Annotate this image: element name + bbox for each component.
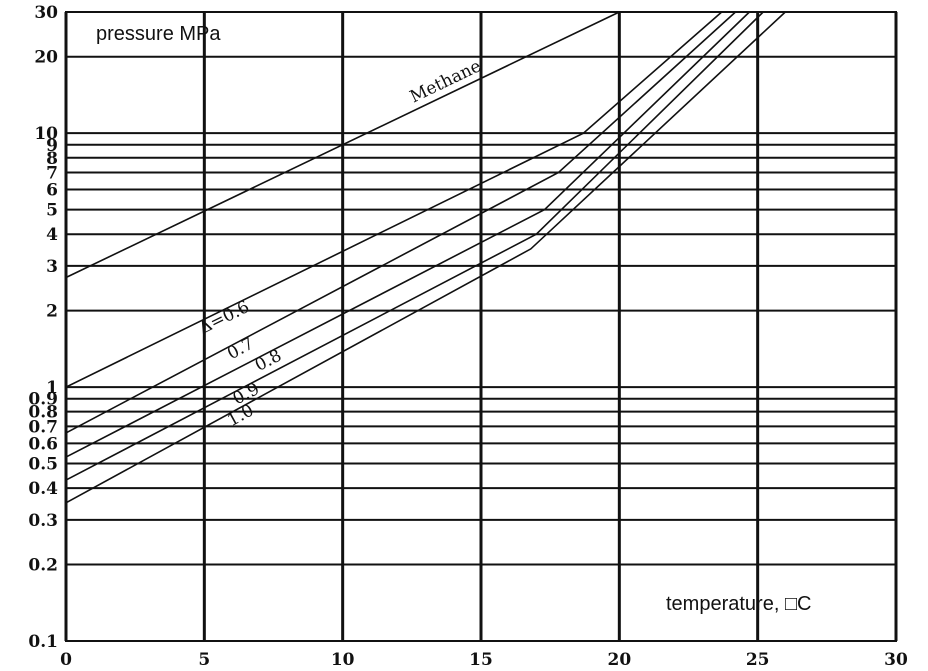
- series-label: 0.8: [252, 346, 285, 376]
- y-tick-label: 0.4: [28, 479, 58, 499]
- x-tick-label: 5: [198, 650, 210, 670]
- x-tick-label: 20: [607, 650, 631, 670]
- y-tick-label: 0.3: [28, 511, 58, 531]
- y-axis-title: pressure MPa: [96, 23, 221, 45]
- x-tick-label: 0: [60, 650, 72, 670]
- y-tick-label: 30: [34, 3, 58, 23]
- y-tick-label: 5: [46, 201, 58, 221]
- y-tick-label: 9: [46, 136, 58, 156]
- plot-frame: [65, 11, 897, 642]
- series-line: [65, 11, 764, 481]
- series-line: [65, 11, 750, 458]
- y-tick-label: 0.1: [28, 632, 58, 652]
- series-line: [65, 11, 620, 279]
- x-tick-labels: 0 5 10 15 20 25 30: [60, 650, 908, 670]
- y-tick-label: 4: [46, 225, 58, 245]
- y-tick-label: 10: [34, 124, 58, 144]
- y-tick-label: 0.9: [28, 390, 58, 410]
- x-tick-label: 30: [884, 650, 908, 670]
- y-tick-label: 3: [46, 257, 58, 277]
- y-tick-label: 8: [46, 149, 58, 169]
- y-tick-label: 0.7: [28, 417, 58, 437]
- y-tick-label: 1: [46, 378, 58, 398]
- series-line: [65, 11, 723, 388]
- y-tick-label: 2: [46, 302, 58, 322]
- y-tick-label: 6: [46, 180, 58, 200]
- y-tick-label: 0.5: [28, 455, 58, 475]
- y-tick-label: 0.2: [28, 556, 58, 576]
- y-tick-label: 7: [46, 163, 58, 183]
- y-tick-label: 0.6: [28, 434, 58, 454]
- x-tick-label: 15: [469, 650, 493, 670]
- x-tick-label: 10: [331, 650, 355, 670]
- x-axis-title: temperature, □C: [666, 593, 811, 615]
- x-tick-label: 25: [746, 650, 770, 670]
- series-line: [65, 11, 737, 434]
- series-line: [65, 11, 786, 504]
- series-lines: [65, 11, 786, 504]
- y-tick-label: 20: [34, 48, 58, 68]
- y-tick-label: 0.8: [28, 403, 58, 423]
